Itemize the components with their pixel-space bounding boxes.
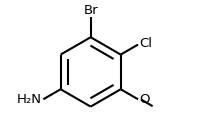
Text: H₂N: H₂N [17, 93, 42, 106]
Text: Cl: Cl [139, 37, 152, 50]
Text: Br: Br [83, 4, 98, 17]
Text: O: O [139, 93, 150, 106]
